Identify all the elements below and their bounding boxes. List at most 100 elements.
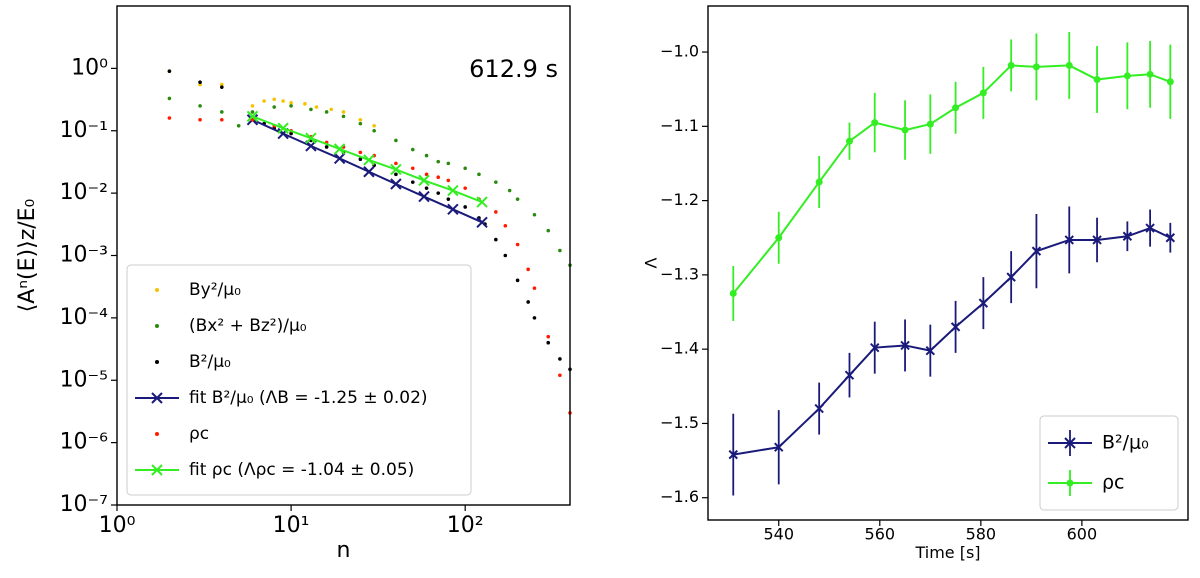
y-axis-label: ⟨Aⁿ(E)⟩z/E₀ [15,198,40,312]
point [1032,63,1040,71]
y-tick-label: −1.4 [660,339,699,358]
point [272,105,277,109]
point [436,175,441,180]
point [507,188,512,193]
point [277,122,289,134]
legend-box [1039,415,1179,511]
point [447,184,459,197]
point [558,248,562,253]
y-tick-label: −1.0 [660,42,699,61]
point [532,212,537,217]
y-tick-label: 10⁻⁵ [60,367,108,392]
point [1123,72,1131,80]
x-tick-label: 10¹ [273,513,310,538]
point [546,334,551,339]
point [979,89,987,97]
x-axis-label: n [337,538,351,563]
point [900,340,910,351]
y-tick-label: 10⁻⁷ [60,492,108,517]
legend-label: B²/μ₀ [1102,432,1149,454]
point [198,117,202,122]
annotation: 612.9 s [469,55,558,83]
legend-marker [1064,437,1076,449]
point [324,145,329,149]
point [436,191,441,195]
point [236,124,241,128]
point [463,166,467,171]
point [503,223,508,228]
point [424,172,429,177]
point [394,161,398,166]
point [775,234,783,242]
point [314,105,319,109]
point [220,85,224,89]
y-tick-label: 10⁻⁶ [60,430,109,455]
point [329,107,334,112]
point [1065,61,1073,69]
x-tick-label: 10² [447,513,484,538]
point [558,373,562,378]
point [526,300,530,304]
point [390,163,402,176]
y-axis-label: Λ [642,257,661,268]
point [870,342,880,353]
point [729,289,737,297]
point [220,82,224,87]
point [526,267,530,272]
point [220,110,224,114]
x-tick-label: 580 [966,525,997,544]
point [167,96,172,101]
point [262,99,266,103]
y-tick-label: −1.5 [660,413,699,432]
point [372,128,376,133]
point [815,178,823,186]
point [1146,70,1154,78]
point [494,180,498,184]
point [1122,231,1133,241]
point [333,152,346,165]
y-tick-label: −1.1 [660,116,699,135]
point [220,117,224,122]
point [728,449,738,460]
series-line [732,64,1171,295]
point [532,316,537,320]
point [1165,233,1176,243]
point [410,147,415,152]
point [341,114,346,119]
x-tick-label: 560 [865,525,896,544]
point [774,442,784,452]
y-tick-label: −1.6 [660,487,699,506]
x-tick-label: 10⁰ [99,513,136,538]
point [424,186,429,190]
legend-label: fit B²/μ₀ (ΛB = -1.25 ± 0.02) [189,388,428,408]
point [250,117,255,122]
point [289,104,293,108]
point [358,117,363,122]
point [952,104,960,112]
point [446,161,451,166]
point [363,154,375,166]
point [281,99,285,103]
legend-label: fit ρc (Λρc = -1.04 ± 0.05) [189,460,414,480]
point [250,110,255,114]
x-tick-label: 540 [763,525,794,544]
point [1092,235,1102,245]
point [503,253,508,258]
point [198,104,202,108]
point [1145,223,1155,233]
plot-frame [116,5,571,506]
point [1064,235,1074,245]
point [446,178,451,183]
y-tick-label: 10⁻⁴ [60,305,109,330]
point [950,322,961,332]
point [844,370,855,380]
point [1007,61,1015,69]
point [272,97,277,102]
point [390,178,402,190]
point [926,120,934,128]
y-tick-label: 10⁻³ [60,243,108,268]
y-tick-label: 10⁰ [71,55,108,80]
point [418,190,430,203]
point [309,107,313,112]
